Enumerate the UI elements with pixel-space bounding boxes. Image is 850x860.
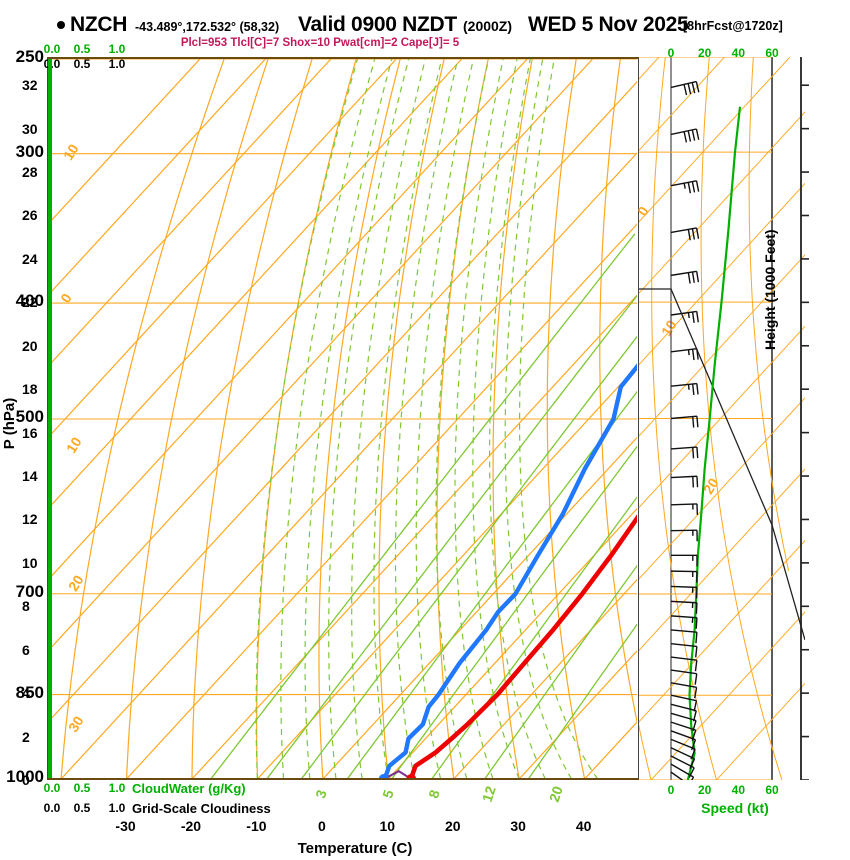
pressure-tick-700: 700 — [15, 581, 44, 601]
height-tick-20: 20 — [22, 337, 38, 354]
mixing-ratio-label-1: 5 — [379, 787, 397, 801]
cloudwater-tick-top-2: 1.0 — [108, 42, 126, 56]
height-tick-8: 8 — [22, 598, 30, 615]
height-tick-2: 2 — [22, 728, 30, 745]
mixing-ratio-label-3: 12 — [478, 784, 499, 804]
pressure-tick-500: 500 — [15, 407, 44, 426]
speed-tick-0: 0 — [667, 783, 675, 797]
speed-tick-20: 20 — [697, 46, 712, 60]
speed-axis-label: Speed (kt) — [701, 800, 769, 816]
cloudwater-tick-bot-2: 1.0 — [108, 781, 126, 795]
cloudwater-tick-bot-1: 0.5 — [73, 781, 91, 795]
height-tick-24: 24 — [22, 250, 38, 267]
sounding-stats: Plcl=953 Tlcl[C]=7 Shox=10 Pwat[cm]=2 Ca… — [180, 37, 460, 49]
temperature-tick-40: 40 — [575, 818, 592, 834]
valid-utc: (2000Z) — [463, 18, 513, 34]
height-tick-16: 16 — [22, 424, 38, 441]
height-tick-12: 12 — [22, 511, 38, 528]
speed-tick-60: 60 — [765, 783, 779, 797]
height-tick-14: 14 — [22, 468, 38, 485]
cloudiness-tick-top-0: 0.0 — [43, 57, 61, 71]
station-marker-icon — [57, 16, 69, 34]
valid-time: Valid 0900 NZDT — [298, 13, 457, 36]
pressure-tick-850: 850 — [15, 682, 44, 702]
skewt-plot-area[interactable] — [47, 57, 639, 780]
height-tick-22: 22 — [22, 294, 38, 311]
height-tick-4: 4 — [22, 685, 30, 702]
forecast-tag: [8hrFcst@1720z] — [683, 19, 783, 33]
pressure-tick-400: 400 — [15, 291, 44, 311]
station-id: NZCH — [70, 13, 128, 36]
cloudiness-tick-top-2: 1.0 — [108, 57, 126, 71]
cloudiness-tick-top-1: 0.5 — [73, 57, 91, 71]
temperature-tick-30: 30 — [510, 818, 526, 834]
cloudwater-zero-line — [48, 59, 52, 778]
height-tick-32: 32 — [22, 77, 38, 94]
skewt-svg — [48, 59, 637, 778]
height-tick-18: 18 — [22, 381, 38, 398]
cloudiness-tick-bot-1: 0.5 — [73, 801, 91, 815]
pressure-axis-label: P (hPa) — [1, 397, 19, 450]
speed-tick-60: 60 — [765, 46, 779, 60]
speed-tick-40: 40 — [731, 46, 746, 60]
valid-date: WED 5 Nov 2025 — [528, 13, 689, 36]
pressure-tick-250: 250 — [15, 47, 44, 66]
temperature-axis-label: Temperature (C) — [297, 840, 413, 857]
temperature-tick--10: -10 — [246, 818, 267, 834]
pressure-tick-1000: 1000 — [6, 767, 44, 786]
cloudiness-legend-label: Grid-Scale Cloudiness — [132, 801, 271, 816]
cloudwater-tick-top-0: 0.0 — [43, 42, 61, 56]
temperature-tick-10: 10 — [379, 818, 396, 834]
height-axis-label: Height (1000 Feet) — [762, 229, 778, 350]
speed-tick-0: 0 — [667, 46, 675, 60]
speed-tick-40: 40 — [731, 783, 746, 797]
mixing-ratio-label-4: 20 — [545, 784, 566, 804]
mixing-ratio-label-0: 3 — [312, 787, 330, 801]
temperature-tick-20: 20 — [444, 818, 461, 834]
mixing-ratio-label-2: 8 — [425, 787, 443, 801]
height-tick-6: 6 — [22, 641, 30, 658]
cloudiness-tick-bot-0: 0.0 — [43, 801, 61, 815]
wind-barb-panel[interactable] — [639, 57, 805, 780]
header: NZCH -43.489°,172.532° (58,32) Valid 090… — [0, 13, 850, 39]
pressure-tick-300: 300 — [15, 141, 44, 161]
temperature-tick-0: 0 — [317, 818, 326, 834]
cloudwater-legend-label: CloudWater (g/Kg) — [132, 781, 246, 796]
temperature-tick--20: -20 — [180, 818, 202, 834]
height-tick-0: 0 — [22, 772, 30, 788]
cloudiness-tick-bot-2: 1.0 — [108, 801, 126, 815]
cloudwater-tick-top-1: 0.5 — [73, 42, 91, 56]
height-tick-28: 28 — [22, 164, 38, 181]
temperature-tick--30: -30 — [115, 818, 136, 834]
height-tick-10: 10 — [22, 554, 38, 571]
speed-tick-20: 20 — [697, 783, 712, 797]
station-coords: -43.489°,172.532° (58,32) — [135, 20, 280, 34]
height-tick-26: 26 — [22, 207, 38, 224]
height-tick-30: 30 — [22, 120, 38, 137]
wind-barb-svg — [639, 57, 805, 780]
height-axis-svg — [800, 57, 809, 780]
cloudwater-tick-bot-0: 0.0 — [43, 781, 61, 795]
height-axis — [795, 57, 850, 780]
